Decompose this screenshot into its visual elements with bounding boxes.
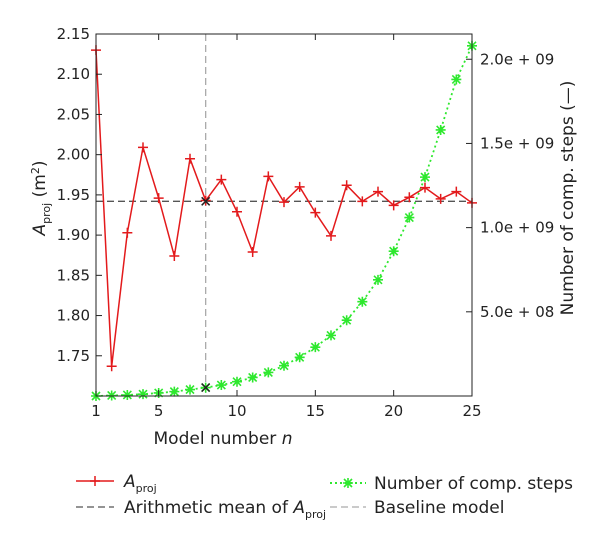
right-y-tick-label: 1.0e + 09 xyxy=(480,219,554,237)
legend-item-steps: Number of comp. steps xyxy=(330,474,573,494)
left-y-tick-label: 1.90 xyxy=(57,226,90,244)
plot-frame xyxy=(95,33,473,397)
area-point xyxy=(326,230,336,241)
x-tick-label: 1 xyxy=(91,402,101,420)
steps-series-line xyxy=(95,45,473,397)
left-y-tick-label: 2.05 xyxy=(57,105,90,123)
legend: Aproj Number of comp. steps Arithmetic m… xyxy=(76,472,573,521)
steps-point xyxy=(247,372,258,383)
legend-item-area: Aproj xyxy=(76,472,157,495)
area-point xyxy=(373,186,383,197)
area-point xyxy=(388,200,399,211)
steps-point xyxy=(294,352,305,363)
legend-label-baseline: Baseline model xyxy=(374,498,504,518)
x-tick-label: 20 xyxy=(384,402,403,420)
area-point xyxy=(216,174,227,185)
area-point xyxy=(169,251,180,262)
area-point xyxy=(263,171,274,182)
area-point xyxy=(138,142,148,153)
baseline-point-marker xyxy=(201,383,211,393)
steps-point xyxy=(310,342,321,353)
steps-point xyxy=(420,172,430,183)
area-point xyxy=(232,206,242,217)
area-point xyxy=(357,196,368,207)
x-tick-label: 5 xyxy=(154,402,164,420)
area-point xyxy=(420,182,430,193)
legend-label-area: Aproj xyxy=(123,472,157,495)
left-y-tick-label: 1.95 xyxy=(57,186,90,204)
steps-point xyxy=(388,246,399,257)
x-axis-label: Model number n xyxy=(154,429,293,449)
steps-point xyxy=(435,124,446,135)
area-point xyxy=(279,197,289,208)
left-y-tick-label: 2.10 xyxy=(57,65,90,83)
steps-point xyxy=(106,390,117,401)
steps-point xyxy=(373,274,383,285)
right-y-tick-label: 1.5e + 09 xyxy=(480,134,554,152)
right-axis-label: Number of comp. steps (—) xyxy=(558,81,578,316)
area-point xyxy=(106,361,117,372)
right-y-tick-label: 2.0e + 09 xyxy=(480,50,554,68)
area-point xyxy=(310,207,321,218)
steps-point xyxy=(404,212,415,223)
steps-point xyxy=(122,389,133,400)
left-y-tick-label: 2.00 xyxy=(57,146,90,164)
area-point xyxy=(435,193,446,204)
steps-point xyxy=(451,74,462,85)
steps-point xyxy=(279,360,289,371)
steps-point xyxy=(357,296,368,307)
area-series-line xyxy=(95,50,473,367)
area-point xyxy=(404,192,415,203)
area-point xyxy=(451,186,462,197)
steps-point xyxy=(263,367,274,378)
area-point xyxy=(294,181,305,192)
left-y-tick-label: 1.75 xyxy=(57,347,90,365)
legend-item-baseline: Baseline model xyxy=(330,498,504,518)
left-y-tick-label: 2.15 xyxy=(57,25,90,43)
x-tick-label: 10 xyxy=(227,402,246,420)
legend-label-mean: Arithmetic mean of Aproj xyxy=(124,498,326,521)
area-point xyxy=(185,153,195,164)
left-axis-label: Aproj (m2) xyxy=(29,161,53,237)
steps-point xyxy=(341,315,352,326)
area-point xyxy=(341,180,352,191)
right-y-tick-label: 5.0e + 08 xyxy=(480,303,554,321)
steps-point xyxy=(216,380,227,391)
area-point xyxy=(122,227,133,238)
steps-point xyxy=(169,386,180,397)
legend-label-steps: Number of comp. steps xyxy=(374,474,573,494)
area-point xyxy=(153,193,164,204)
steps-point xyxy=(138,389,148,400)
plot-area xyxy=(91,34,477,401)
left-y-tick-label: 1.85 xyxy=(57,266,90,284)
left-y-tick-label: 1.80 xyxy=(57,307,90,325)
area-point xyxy=(247,247,258,258)
x-tick-label: 25 xyxy=(462,402,481,420)
steps-point xyxy=(232,376,242,387)
x-tick-label: 15 xyxy=(306,402,325,420)
baseline-point-marker xyxy=(201,196,211,206)
steps-point xyxy=(326,330,336,341)
axes: 1 5 10 15 20 251.751.801.851.901.952.002.052.… xyxy=(57,25,555,420)
legend-item-mean: Arithmetic mean of Aproj xyxy=(76,498,326,521)
steps-point xyxy=(185,384,195,395)
